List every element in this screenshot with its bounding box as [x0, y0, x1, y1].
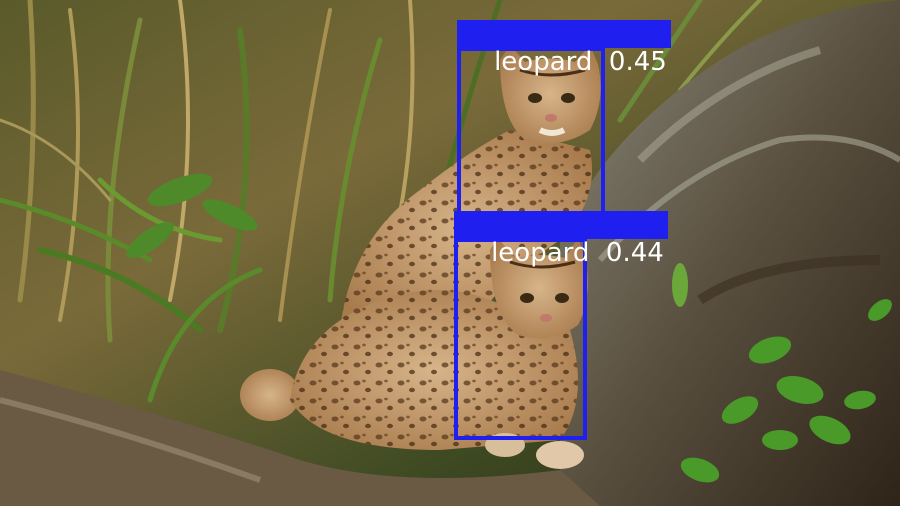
fallen-log-bottom: [0, 370, 600, 506]
green-plant-right: [672, 263, 892, 483]
detection-label-2: leopard 0.44: [454, 211, 668, 267]
detection-label-1-score: 0.45: [608, 47, 667, 77]
detection-label-1: leopard 0.45: [457, 20, 671, 76]
fallen-log-right: [560, 0, 900, 506]
detection-label-2-class: leopard: [491, 238, 590, 268]
green-leaves-left: [126, 173, 258, 259]
detection-box-2: [454, 238, 587, 440]
detection-label-2-score: 0.44: [605, 238, 664, 268]
detection-label-1-class: leopard: [494, 47, 593, 77]
leopard-cat-bottom: [240, 238, 588, 469]
